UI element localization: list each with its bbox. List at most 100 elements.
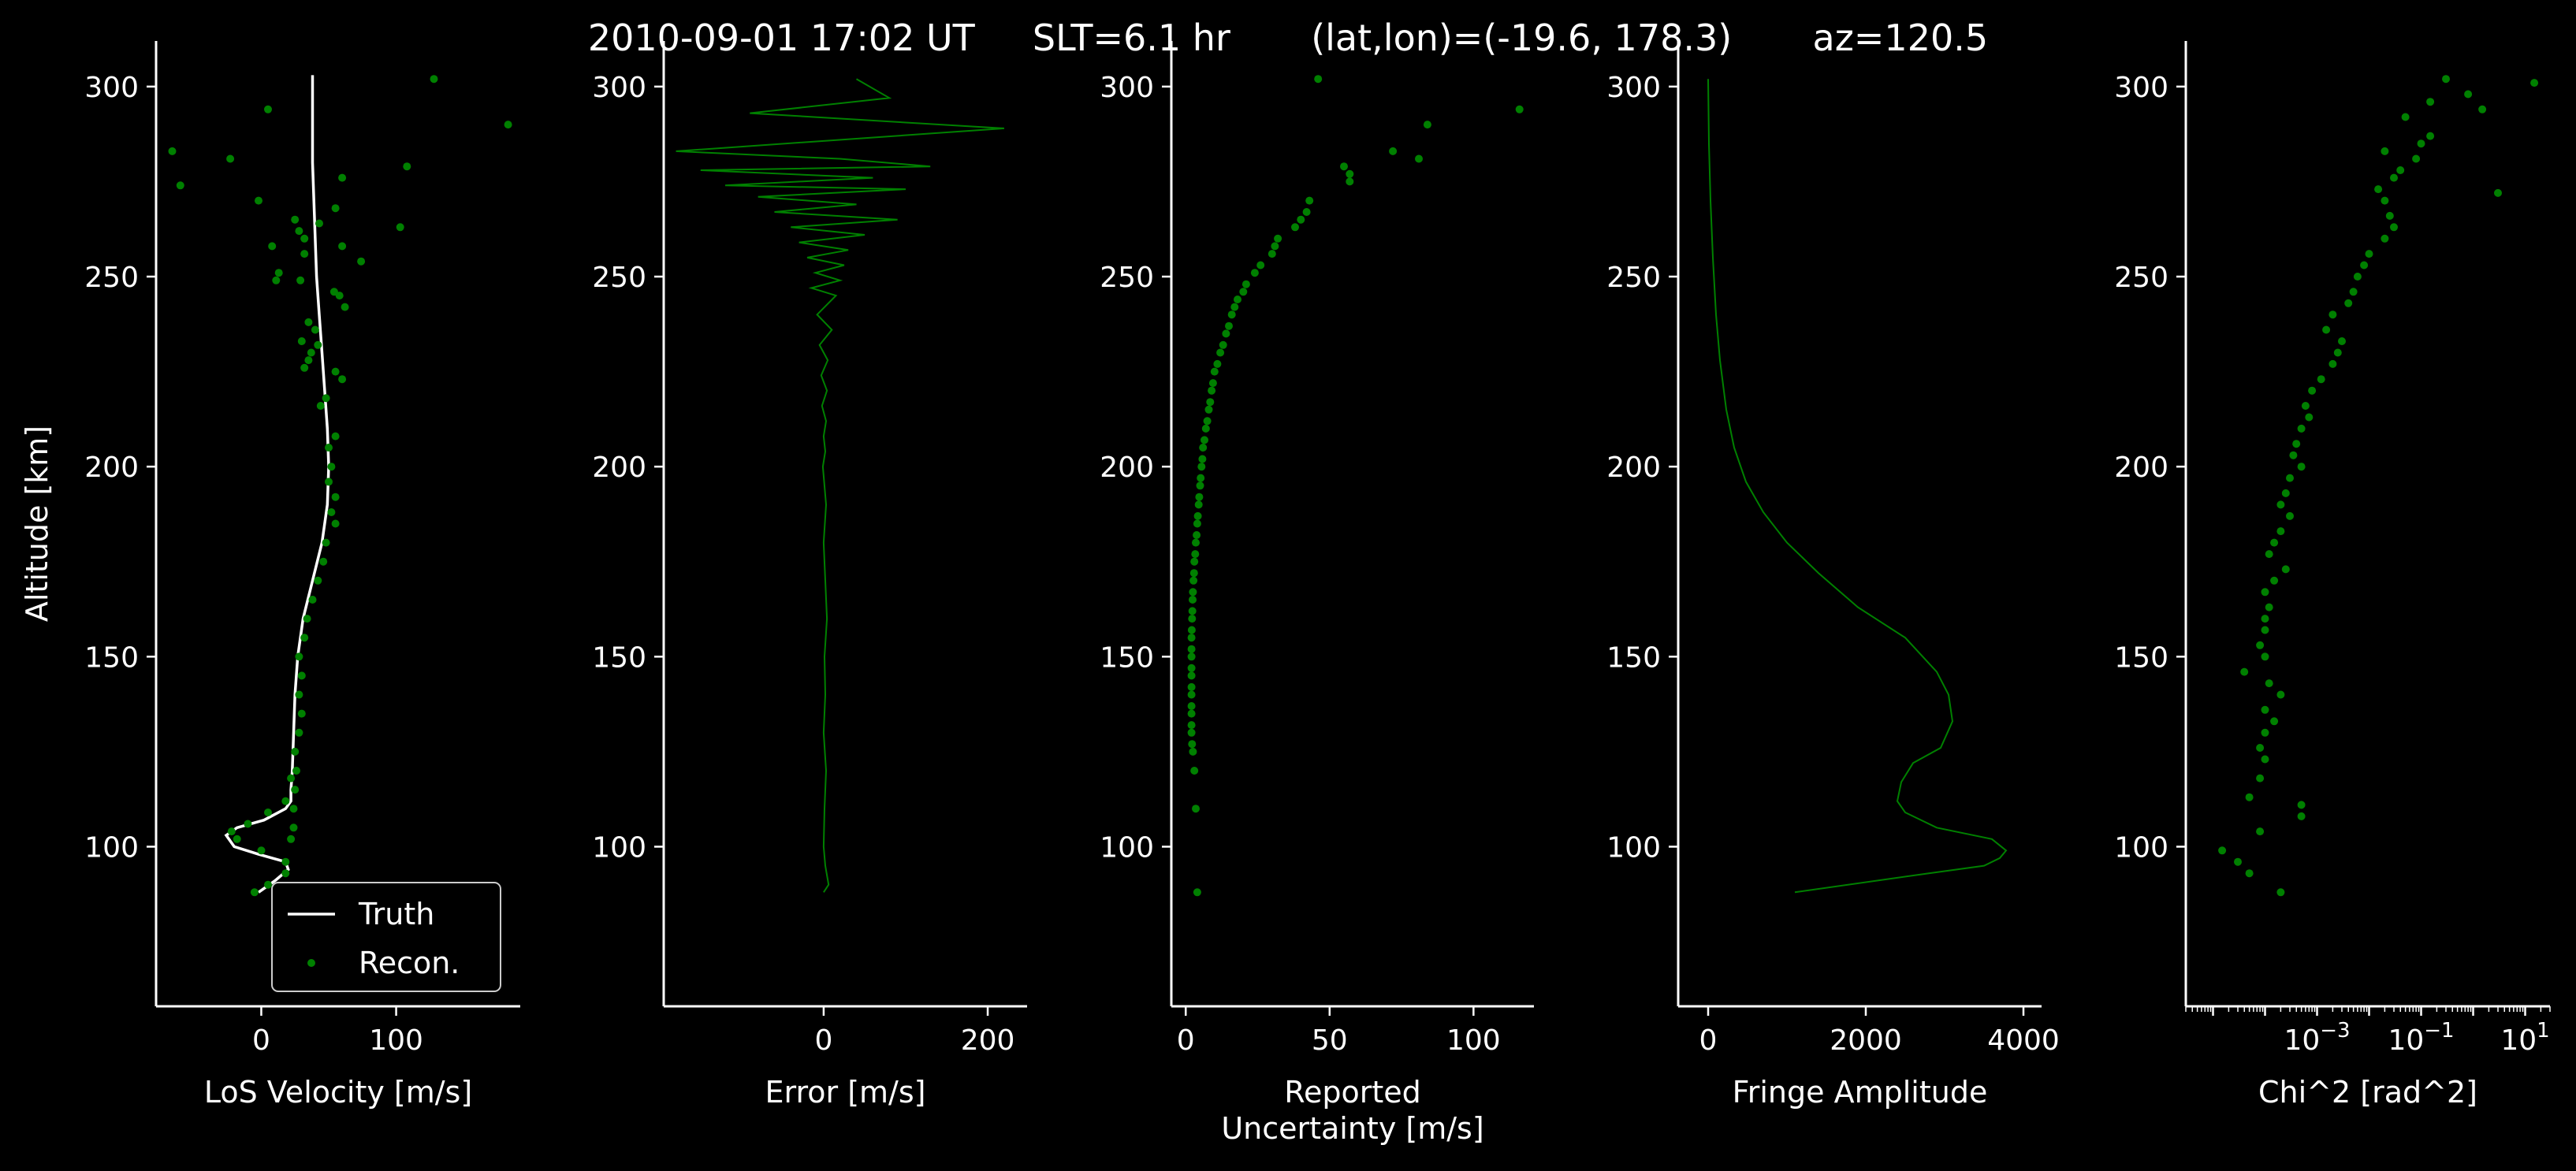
data-point (1193, 531, 1201, 539)
data-point (297, 671, 306, 680)
data-point (289, 823, 298, 832)
data-point (2385, 211, 2394, 220)
data-point (1187, 728, 1196, 737)
data-point (1187, 721, 1196, 730)
data-point (2289, 451, 2298, 459)
data-point (1193, 519, 1201, 528)
data-point (2338, 337, 2346, 345)
data-point (430, 75, 438, 84)
data-point (341, 303, 349, 311)
data-point (2297, 463, 2306, 471)
data-point (1208, 386, 1216, 395)
x-tick-label: 200 (961, 1024, 1015, 1057)
data-point (1389, 147, 1398, 155)
x-tick-label: 0 (252, 1024, 270, 1057)
data-point (2256, 827, 2265, 836)
data-point (2344, 299, 2353, 307)
data-point (2390, 173, 2398, 182)
data-point (2349, 288, 2358, 296)
x-axis-label: Reported Uncertainty [m/s] (1221, 1075, 1483, 1146)
data-point (1188, 615, 1197, 623)
data-point (1219, 340, 1227, 349)
y-tick-label: 200 (1100, 452, 1154, 484)
x-tick-label: 0 (814, 1024, 832, 1057)
y-tick-label: 150 (1100, 641, 1154, 674)
data-point (227, 827, 236, 836)
x-tick-label: 0 (1699, 1024, 1718, 1057)
data-point (2328, 310, 2337, 319)
data-point (1291, 223, 1299, 232)
data-point (1193, 888, 1201, 897)
data-point (297, 337, 306, 345)
data-point (297, 709, 306, 718)
data-point (1199, 444, 1208, 452)
data-point (1187, 645, 1196, 653)
y-tick-label: 100 (1100, 831, 1154, 864)
data-point (2265, 550, 2273, 559)
subplot-3: 100 150 200 250 300 0 50 100 Reported Uncertainty… (1100, 41, 1534, 1146)
data-point (291, 747, 300, 756)
data-point (264, 880, 272, 889)
data-point (1193, 511, 1202, 520)
y-tick-label: 100 (84, 831, 139, 864)
data-point (303, 615, 311, 623)
data-point (1196, 481, 1204, 490)
data-point (2322, 325, 2331, 334)
subplot-1: 100 150 200 250 300 0 100 LoS Velocity [m/s] Alt… (20, 41, 520, 1110)
data-point (2360, 261, 2369, 270)
data-point (1192, 538, 1200, 547)
data-point (1190, 557, 1199, 566)
y-tick-label: 250 (1606, 262, 1661, 294)
y-tick-label: 150 (2114, 641, 2168, 674)
series-line (1707, 79, 2008, 894)
data-point (226, 154, 235, 163)
data-point (1256, 261, 1265, 270)
subplots: 100 150 200 250 300 0 100 LoS Velocity [m/s] Alt… (20, 41, 2551, 1146)
data-point (338, 173, 347, 182)
data-point (331, 493, 340, 501)
data-point (1187, 671, 1196, 680)
data-point (1187, 626, 1196, 634)
data-point (1187, 634, 1196, 642)
data-point (292, 767, 300, 775)
data-point (1340, 162, 1348, 171)
data-point (281, 797, 290, 805)
data-point (233, 835, 241, 843)
data-point (2297, 812, 2306, 820)
data-point (308, 596, 317, 604)
data-point (300, 363, 309, 372)
data-point (357, 257, 366, 266)
x-tick-label: 101 (2500, 1019, 2549, 1057)
data-point (2442, 75, 2450, 84)
data-point (2381, 147, 2389, 155)
y-tick-label: 150 (1606, 641, 1661, 674)
data-point (2281, 489, 2290, 497)
data-point (1189, 569, 1198, 578)
data-point (2317, 375, 2325, 384)
data-point (2308, 386, 2317, 395)
data-point (1189, 576, 1198, 585)
data-point (176, 181, 184, 190)
data-point (2261, 615, 2269, 623)
data-point (1216, 348, 1225, 357)
y-tick-label: 200 (592, 452, 646, 484)
data-point (2276, 500, 2285, 509)
x-tick-label: 0 (1177, 1024, 1195, 1057)
data-point (300, 234, 309, 243)
data-point (2276, 527, 2285, 536)
data-point (316, 402, 325, 410)
data-point (2256, 744, 2265, 752)
data-point (304, 356, 313, 365)
data-point (2305, 413, 2314, 422)
data-point (2276, 690, 2285, 699)
series-line (676, 78, 1004, 893)
data-point (2261, 652, 2269, 661)
data-point (2478, 105, 2487, 113)
data-point (2261, 705, 2269, 714)
data-point (1222, 329, 1230, 338)
y-tick-label: 200 (2114, 452, 2168, 484)
x-tick-label: 50 (1312, 1024, 1348, 1057)
data-point (295, 728, 303, 737)
data-point (2396, 166, 2405, 174)
